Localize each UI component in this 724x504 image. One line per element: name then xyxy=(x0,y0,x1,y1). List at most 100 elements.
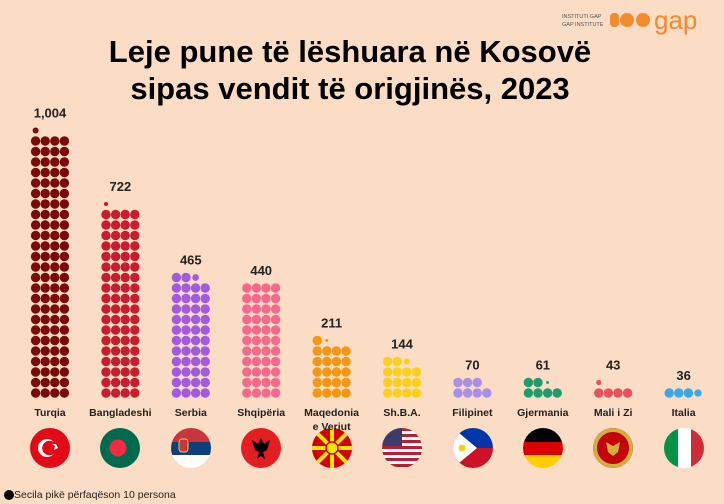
dot xyxy=(552,388,562,398)
dot-column xyxy=(312,335,351,398)
dot xyxy=(30,314,41,325)
dot xyxy=(120,304,130,314)
dot xyxy=(120,377,130,388)
dot-column xyxy=(664,388,702,398)
dot xyxy=(242,314,252,325)
dot xyxy=(50,388,60,398)
dot xyxy=(251,335,262,346)
logo: INSTITUTI GAP GAP INSTITUTE gap xyxy=(562,5,697,35)
dot xyxy=(59,272,70,283)
dot xyxy=(190,325,201,335)
dot xyxy=(101,272,111,283)
dot xyxy=(120,209,130,220)
dot xyxy=(171,272,182,283)
dot xyxy=(190,356,201,367)
dot xyxy=(411,388,422,398)
dot xyxy=(130,388,140,398)
dot xyxy=(322,388,332,398)
dot xyxy=(130,356,140,367)
dot xyxy=(190,314,201,325)
dot xyxy=(181,293,191,304)
dot xyxy=(59,146,70,157)
dot xyxy=(30,377,41,388)
dot xyxy=(120,367,130,377)
dot xyxy=(120,272,130,283)
dot xyxy=(59,388,70,398)
flag xyxy=(30,428,70,468)
dot xyxy=(30,304,41,314)
dot xyxy=(130,335,140,346)
dot xyxy=(171,335,182,346)
dot xyxy=(59,251,70,262)
dot xyxy=(200,283,210,293)
dot xyxy=(50,283,60,293)
dot xyxy=(120,346,130,356)
dot xyxy=(50,367,60,377)
dot xyxy=(110,262,121,272)
legend: Secila pikë përfaqëson 10 persona xyxy=(14,489,176,501)
dot xyxy=(50,325,60,335)
partial-dot xyxy=(403,358,410,365)
dot xyxy=(613,388,623,398)
dot xyxy=(251,325,262,335)
dot xyxy=(50,377,60,388)
dot xyxy=(120,314,130,325)
dot xyxy=(312,346,322,356)
flags xyxy=(30,428,704,468)
dot xyxy=(200,388,210,398)
dot xyxy=(341,346,351,356)
partial-dot xyxy=(325,339,329,342)
dot xyxy=(171,388,182,398)
dot xyxy=(40,136,50,146)
dot xyxy=(130,220,140,230)
dot xyxy=(594,388,604,398)
dot xyxy=(59,293,70,304)
partial-dot xyxy=(546,381,550,384)
dot xyxy=(331,377,342,388)
category-label: Serbia xyxy=(174,407,207,419)
value-label: 70 xyxy=(465,358,479,373)
dot xyxy=(270,335,281,346)
dot xyxy=(261,367,271,377)
flag xyxy=(171,428,211,468)
value-label: 43 xyxy=(606,358,620,373)
dot xyxy=(411,367,422,377)
legend-dot xyxy=(4,490,14,500)
dot xyxy=(171,304,182,314)
dot xyxy=(110,377,121,388)
dot xyxy=(261,335,271,346)
dot xyxy=(482,388,492,398)
dot xyxy=(462,388,473,398)
dot xyxy=(120,335,130,346)
dot xyxy=(40,178,50,188)
category-label: Shqipëria xyxy=(237,407,286,419)
logo-line: GAP INSTITUTE xyxy=(562,22,604,28)
flag xyxy=(664,428,704,468)
dot xyxy=(181,272,191,283)
dot xyxy=(270,304,281,314)
dot xyxy=(341,377,351,388)
dot xyxy=(101,367,111,377)
dot xyxy=(270,283,281,293)
dot xyxy=(181,346,191,356)
flag xyxy=(453,428,493,468)
dot xyxy=(181,367,191,377)
dot xyxy=(59,220,70,230)
dot xyxy=(120,283,130,293)
dot xyxy=(181,325,191,335)
dot xyxy=(40,377,50,388)
dot xyxy=(59,199,70,209)
dot xyxy=(270,377,281,388)
dot xyxy=(402,367,412,377)
dot xyxy=(40,272,50,283)
chart-title: Leje pune të lëshuara në Kosovë sipas ve… xyxy=(108,34,592,106)
dot xyxy=(110,272,121,283)
dot xyxy=(181,335,191,346)
dot xyxy=(30,136,41,146)
category-label: Bangladeshi xyxy=(89,407,152,419)
dot xyxy=(110,388,121,398)
dot xyxy=(59,325,70,335)
dot xyxy=(181,304,191,314)
dot xyxy=(59,209,70,220)
